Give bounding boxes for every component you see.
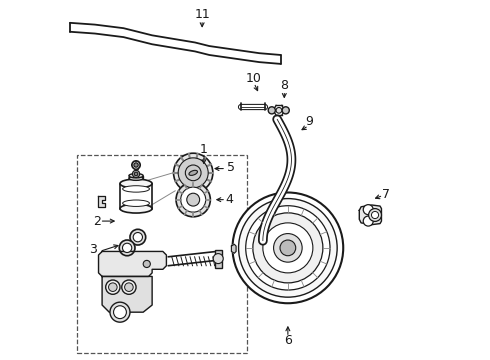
Circle shape: [133, 233, 143, 242]
Circle shape: [176, 183, 210, 217]
Polygon shape: [231, 244, 236, 253]
Circle shape: [187, 193, 199, 206]
Circle shape: [122, 280, 136, 294]
Circle shape: [132, 161, 140, 169]
Bar: [77, 155, 247, 353]
Circle shape: [363, 216, 373, 226]
Text: 11: 11: [194, 9, 210, 22]
Text: 8: 8: [280, 79, 288, 92]
Polygon shape: [102, 276, 152, 312]
Circle shape: [282, 107, 289, 114]
Circle shape: [371, 211, 379, 219]
Circle shape: [134, 172, 138, 176]
Text: 10: 10: [246, 72, 262, 85]
Circle shape: [273, 234, 302, 262]
Circle shape: [368, 208, 381, 221]
Text: 5: 5: [227, 161, 235, 174]
Circle shape: [132, 170, 140, 177]
Ellipse shape: [189, 170, 197, 175]
Circle shape: [268, 107, 275, 114]
Ellipse shape: [120, 179, 152, 188]
Circle shape: [109, 283, 117, 292]
Circle shape: [130, 229, 146, 245]
Text: 9: 9: [305, 114, 313, 127]
Polygon shape: [98, 196, 105, 207]
Circle shape: [173, 153, 213, 193]
Text: 2: 2: [93, 215, 100, 228]
Circle shape: [185, 165, 201, 181]
Circle shape: [124, 283, 133, 292]
Circle shape: [239, 199, 337, 297]
Circle shape: [280, 240, 296, 256]
Text: 1: 1: [200, 143, 208, 156]
Circle shape: [122, 243, 132, 252]
Ellipse shape: [122, 186, 149, 192]
Bar: [215, 249, 222, 267]
Text: 6: 6: [284, 334, 292, 347]
Circle shape: [263, 223, 313, 273]
Circle shape: [363, 204, 373, 215]
Circle shape: [232, 193, 343, 303]
Circle shape: [106, 280, 120, 294]
Circle shape: [114, 306, 126, 319]
Circle shape: [245, 206, 330, 290]
Polygon shape: [359, 205, 381, 225]
Circle shape: [253, 213, 323, 283]
Text: 3: 3: [89, 243, 97, 256]
Circle shape: [110, 302, 130, 322]
Circle shape: [143, 260, 150, 267]
Polygon shape: [98, 251, 167, 276]
Text: 4: 4: [225, 193, 233, 206]
Circle shape: [181, 187, 206, 212]
Ellipse shape: [129, 176, 143, 180]
Circle shape: [213, 253, 223, 264]
Circle shape: [119, 240, 135, 256]
Circle shape: [178, 158, 208, 188]
Circle shape: [134, 163, 138, 167]
Ellipse shape: [129, 174, 143, 178]
Ellipse shape: [122, 200, 149, 206]
Ellipse shape: [120, 204, 152, 213]
Text: 7: 7: [382, 188, 390, 201]
Circle shape: [276, 108, 282, 113]
